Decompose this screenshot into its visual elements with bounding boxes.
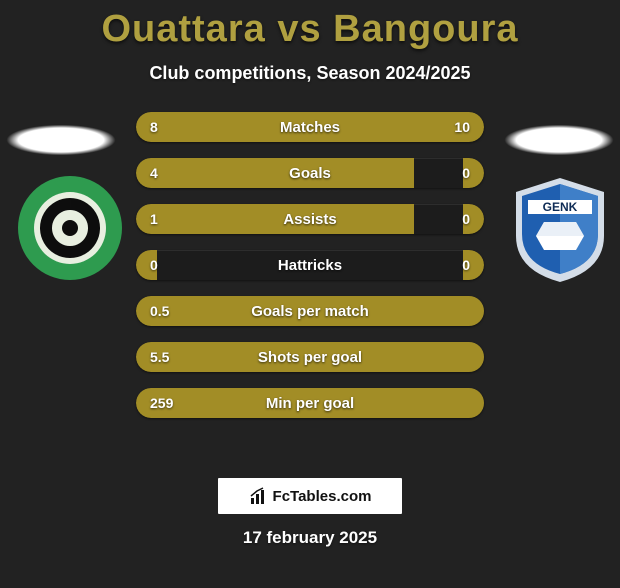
stat-label: Goals per match: [251, 303, 369, 320]
stat-fill-left: [136, 158, 414, 188]
date-text: 17 february 2025: [0, 528, 620, 548]
team2-logo: GENK: [504, 174, 612, 282]
stat-value-left: 0.5: [150, 303, 169, 319]
stat-label: Hattricks: [278, 257, 342, 274]
stat-row: 0 0 Hattricks: [136, 250, 484, 280]
stat-bars: 810Matches40Goals10Assists00Hattricks0.5…: [136, 112, 484, 418]
cercle-logo-icon: [16, 174, 124, 282]
stat-label: Goals: [289, 165, 331, 182]
team1-logo: [16, 174, 124, 282]
stat-label: Assists: [283, 211, 336, 228]
stat-label: Min per goal: [266, 395, 354, 412]
player2-silhouette: [504, 125, 614, 156]
player1-name: Ouattara: [101, 8, 265, 50]
stat-label: Matches: [280, 119, 340, 136]
stat-label: Shots per goal: [258, 349, 362, 366]
player1-silhouette: [6, 125, 116, 156]
svg-text:GENK: GENK: [543, 200, 578, 214]
stat-fill-left: [136, 112, 289, 142]
stat-row: 259 Min per goal: [136, 388, 484, 418]
stat-value-right: 10: [454, 119, 470, 135]
player2-name: Bangoura: [333, 8, 518, 50]
stat-value-right: 0: [462, 165, 470, 181]
stat-fill-left: [136, 204, 414, 234]
stat-value-left: 8: [150, 119, 158, 135]
brand-tag[interactable]: FcTables.com: [218, 478, 402, 514]
stat-row: 1 0 Assists: [136, 204, 484, 234]
stat-value-right: 0: [462, 257, 470, 273]
brand-text: FcTables.com: [273, 488, 372, 505]
stat-value-left: 1: [150, 211, 158, 227]
vs-text: vs: [277, 8, 321, 50]
genk-logo-icon: GENK: [504, 174, 616, 286]
stat-row: 8 10 Matches: [136, 112, 484, 142]
stat-row: 0.5 Goals per match: [136, 296, 484, 326]
stat-value-right: 0: [462, 211, 470, 227]
page-title: Ouattara vs Bangoura: [0, 8, 620, 51]
chart-icon: [249, 486, 269, 506]
subtitle: Club competitions, Season 2024/2025: [0, 63, 620, 84]
stat-value-left: 259: [150, 395, 173, 411]
stat-value-left: 0: [150, 257, 158, 273]
stat-row: 5.5 Shots per goal: [136, 342, 484, 372]
stat-row: 4 0 Goals: [136, 158, 484, 188]
comparison-content: GENK 810Matches40Goals10Assists00Hattric…: [0, 112, 620, 452]
stat-value-left: 4: [150, 165, 158, 181]
stat-value-left: 5.5: [150, 349, 169, 365]
